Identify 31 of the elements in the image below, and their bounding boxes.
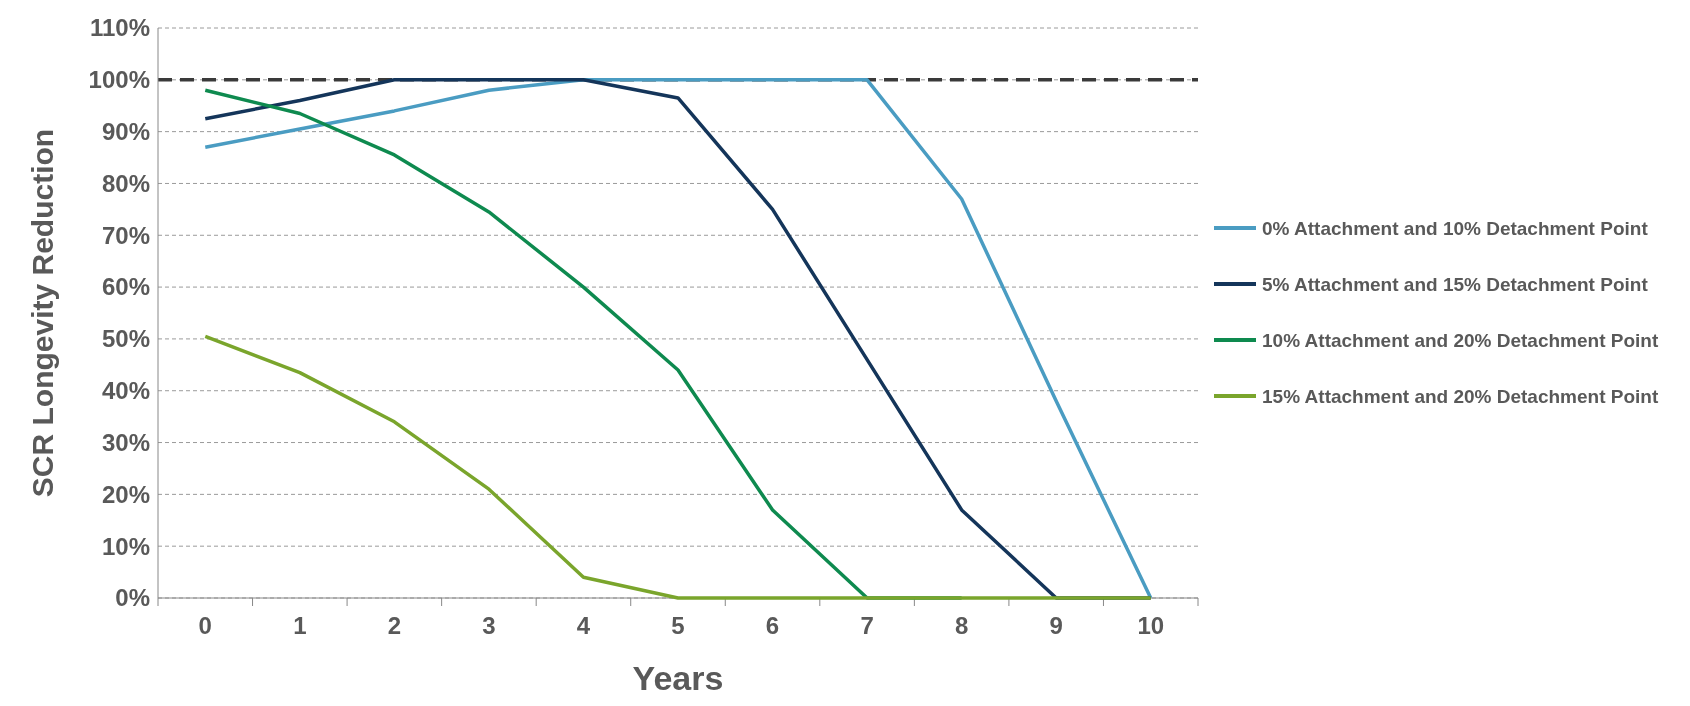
y-tick-label: 10%	[101, 532, 150, 560]
y-tick-label: 30%	[101, 428, 150, 456]
x-axis-title: Years	[632, 659, 724, 697]
x-tick-label: 9	[1049, 612, 1063, 639]
x-tick-label: 6	[765, 612, 780, 639]
x-tick-label: 1	[293, 612, 307, 639]
y-tick-label: 80%	[101, 169, 150, 197]
y-tick-label: 50%	[101, 325, 150, 353]
y-tick-label: 70%	[101, 221, 150, 249]
y-axis-title: SCR Longevity Reduction	[26, 128, 59, 498]
y-tick-label: 20%	[101, 480, 150, 508]
x-tick-label: 7	[860, 612, 874, 639]
y-tick-label: 110%	[89, 14, 150, 42]
legend-label: 5% Attachment and 15% Detachment Point	[1262, 273, 1649, 295]
legend-label: 0% Attachment and 10% Detachment Point	[1262, 217, 1649, 239]
y-tick-label: 90%	[101, 118, 150, 146]
y-tick-label: 100%	[88, 66, 150, 94]
y-tick-label: 0%	[115, 584, 150, 612]
x-tick-label: 8	[954, 612, 969, 639]
x-tick-label: 3	[482, 612, 496, 639]
legend-label: 10% Attachment and 20% Detachment Point	[1262, 329, 1659, 351]
x-tick-label: 0	[198, 612, 212, 639]
line-series	[203, 78, 1153, 600]
x-tick-label: 5	[671, 612, 685, 639]
y-tick-label: 60%	[101, 273, 150, 301]
y-tick-label: 40%	[101, 377, 150, 405]
x-tick-label: 10	[1137, 612, 1165, 639]
legend-label: 15% Attachment and 20% Detachment Point	[1262, 385, 1659, 407]
x-tick-label: 2	[387, 612, 402, 639]
x-tick-label: 4	[576, 612, 591, 639]
line-series	[203, 334, 1153, 600]
